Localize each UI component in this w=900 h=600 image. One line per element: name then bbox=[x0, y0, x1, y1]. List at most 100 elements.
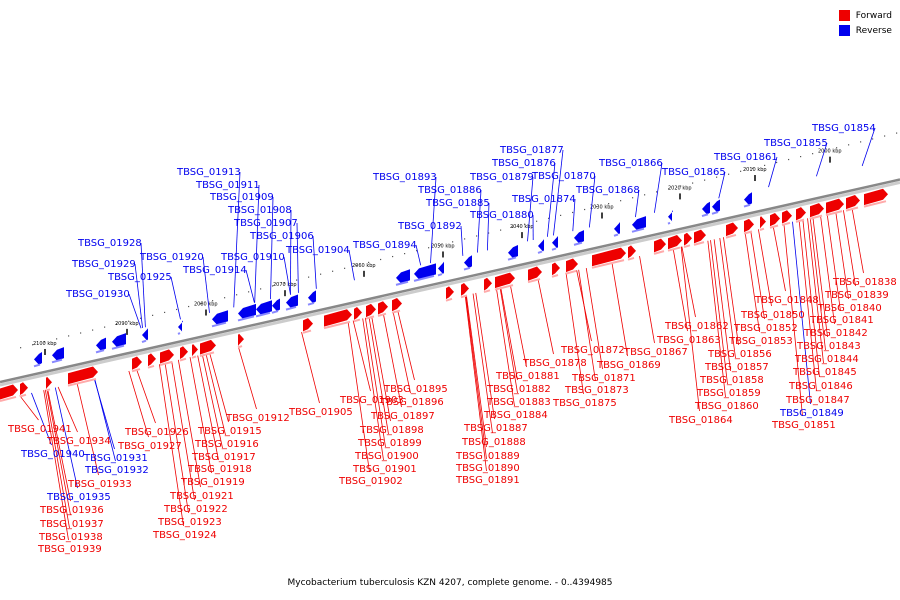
gene-label-tbsg-01903[interactable]: TBSG_01903 bbox=[339, 395, 404, 406]
gene-label-tbsg-01920[interactable]: TBSG_01920 bbox=[139, 252, 204, 263]
gene-label-tbsg-01864[interactable]: TBSG_01864 bbox=[668, 415, 733, 426]
gene-label-tbsg-01855[interactable]: TBSG_01855 bbox=[763, 138, 828, 149]
gene-label-tbsg-01940[interactable]: TBSG_01940 bbox=[20, 449, 85, 460]
gene-label-tbsg-01930[interactable]: TBSG_01930 bbox=[65, 289, 130, 300]
gene-label-tbsg-01928[interactable]: TBSG_01928 bbox=[77, 238, 142, 249]
gene-label-tbsg-01883[interactable]: TBSG_01883 bbox=[486, 397, 551, 408]
gene-label-tbsg-01886[interactable]: TBSG_01886 bbox=[417, 185, 482, 196]
gene-label-tbsg-01853[interactable]: TBSG_01853 bbox=[728, 336, 793, 347]
gene-label-tbsg-01838[interactable]: TBSG_01838 bbox=[832, 277, 897, 288]
gene-label-tbsg-01866[interactable]: TBSG_01866 bbox=[598, 158, 663, 169]
gene-label-tbsg-01861[interactable]: TBSG_01861 bbox=[713, 152, 778, 163]
gene-label-tbsg-01877[interactable]: TBSG_01877 bbox=[499, 145, 564, 156]
gene-label-tbsg-01857[interactable]: TBSG_01857 bbox=[704, 362, 769, 373]
gene-label-tbsg-01904[interactable]: TBSG_01904 bbox=[285, 245, 350, 256]
gene-label-tbsg-01910[interactable]: TBSG_01910 bbox=[220, 252, 285, 263]
gene-label-tbsg-01935[interactable]: TBSG_01935 bbox=[46, 492, 111, 503]
gene-label-tbsg-01887[interactable]: TBSG_01887 bbox=[463, 423, 528, 434]
gene-label-tbsg-01913[interactable]: TBSG_01913 bbox=[176, 167, 241, 178]
gene-label-tbsg-01896[interactable]: TBSG_01896 bbox=[379, 397, 444, 408]
gene-label-tbsg-01918[interactable]: TBSG_01918 bbox=[187, 464, 252, 475]
gene-label-tbsg-01840[interactable]: TBSG_01840 bbox=[817, 303, 882, 314]
gene-label-tbsg-01856[interactable]: TBSG_01856 bbox=[707, 349, 772, 360]
gene-label-tbsg-01848[interactable]: TBSG_01848 bbox=[754, 295, 819, 306]
gene-label-tbsg-01885[interactable]: TBSG_01885 bbox=[425, 198, 490, 209]
gene-label-tbsg-01897[interactable]: TBSG_01897 bbox=[370, 411, 435, 422]
gene-label-tbsg-01908[interactable]: TBSG_01908 bbox=[227, 205, 292, 216]
gene-label-tbsg-01912[interactable]: TBSG_01912 bbox=[225, 413, 290, 424]
gene-label-tbsg-01891[interactable]: TBSG_01891 bbox=[455, 475, 520, 486]
gene-label-tbsg-01906[interactable]: TBSG_01906 bbox=[249, 231, 314, 242]
gene-label-tbsg-01923[interactable]: TBSG_01923 bbox=[157, 517, 222, 528]
gene-label-tbsg-01898[interactable]: TBSG_01898 bbox=[359, 425, 424, 436]
gene-label-tbsg-01845[interactable]: TBSG_01845 bbox=[792, 367, 857, 378]
gene-label-tbsg-01876[interactable]: TBSG_01876 bbox=[491, 158, 556, 169]
gene-label-tbsg-01936[interactable]: TBSG_01936 bbox=[39, 505, 104, 516]
gene-label-tbsg-01842[interactable]: TBSG_01842 bbox=[803, 328, 868, 339]
gene-label-tbsg-01922[interactable]: TBSG_01922 bbox=[163, 504, 228, 515]
gene-label-tbsg-01859[interactable]: TBSG_01859 bbox=[696, 388, 761, 399]
gene-label-tbsg-01895[interactable]: TBSG_01895 bbox=[383, 384, 448, 395]
gene-label-tbsg-01890[interactable]: TBSG_01890 bbox=[455, 463, 520, 474]
gene-label-tbsg-01917[interactable]: TBSG_01917 bbox=[191, 452, 256, 463]
gene-label-tbsg-01919[interactable]: TBSG_01919 bbox=[180, 477, 245, 488]
gene-label-tbsg-01932[interactable]: TBSG_01932 bbox=[84, 465, 149, 476]
gene-label-tbsg-01865[interactable]: TBSG_01865 bbox=[661, 167, 726, 178]
gene-label-tbsg-01875[interactable]: TBSG_01875 bbox=[552, 398, 617, 409]
gene-label-tbsg-01882[interactable]: TBSG_01882 bbox=[486, 384, 551, 395]
gene-label-tbsg-01902[interactable]: TBSG_01902 bbox=[338, 476, 403, 487]
gene-label-tbsg-01924[interactable]: TBSG_01924 bbox=[152, 530, 217, 541]
gene-label-tbsg-01852[interactable]: TBSG_01852 bbox=[733, 323, 798, 334]
gene-label-tbsg-01846[interactable]: TBSG_01846 bbox=[788, 381, 853, 392]
gene-label-tbsg-01867[interactable]: TBSG_01867 bbox=[623, 347, 688, 358]
gene-label-tbsg-01927[interactable]: TBSG_01927 bbox=[117, 441, 182, 452]
gene-label-tbsg-01901[interactable]: TBSG_01901 bbox=[352, 464, 417, 475]
gene-label-tbsg-01881[interactable]: TBSG_01881 bbox=[495, 371, 560, 382]
gene-label-tbsg-01849[interactable]: TBSG_01849 bbox=[779, 408, 844, 419]
gene-label-tbsg-01921[interactable]: TBSG_01921 bbox=[169, 491, 234, 502]
gene-label-tbsg-01931[interactable]: TBSG_01931 bbox=[83, 453, 148, 464]
gene-label-tbsg-01915[interactable]: TBSG_01915 bbox=[197, 426, 262, 437]
gene-label-tbsg-01850[interactable]: TBSG_01850 bbox=[740, 310, 805, 321]
gene-label-tbsg-01871[interactable]: TBSG_01871 bbox=[571, 373, 636, 384]
gene-label-tbsg-01916[interactable]: TBSG_01916 bbox=[194, 439, 259, 450]
gene-label-tbsg-01847[interactable]: TBSG_01847 bbox=[785, 395, 850, 406]
gene-label-tbsg-01844[interactable]: TBSG_01844 bbox=[794, 354, 859, 365]
gene-label-tbsg-01925[interactable]: TBSG_01925 bbox=[107, 272, 172, 283]
gene-label-tbsg-01858[interactable]: TBSG_01858 bbox=[699, 375, 764, 386]
gene-label-tbsg-01839[interactable]: TBSG_01839 bbox=[824, 290, 889, 301]
gene-label-tbsg-01868[interactable]: TBSG_01868 bbox=[575, 185, 640, 196]
gene-label-tbsg-01894[interactable]: TBSG_01894 bbox=[352, 240, 417, 251]
gene-label-tbsg-01862[interactable]: TBSG_01862 bbox=[664, 321, 729, 332]
gene-label-tbsg-01900[interactable]: TBSG_01900 bbox=[354, 451, 419, 462]
gene-label-tbsg-01889[interactable]: TBSG_01889 bbox=[455, 451, 520, 462]
gene-label-tbsg-01869[interactable]: TBSG_01869 bbox=[596, 360, 661, 371]
gene-label-tbsg-01843[interactable]: TBSG_01843 bbox=[796, 341, 861, 352]
gene-label-tbsg-01926[interactable]: TBSG_01926 bbox=[124, 427, 189, 438]
gene-label-tbsg-01873[interactable]: TBSG_01873 bbox=[564, 385, 629, 396]
gene-label-tbsg-01854[interactable]: TBSG_01854 bbox=[811, 123, 876, 134]
gene-label-tbsg-01874[interactable]: TBSG_01874 bbox=[511, 194, 576, 205]
gene-label-tbsg-01872[interactable]: TBSG_01872 bbox=[560, 345, 625, 356]
gene-label-tbsg-01905[interactable]: TBSG_01905 bbox=[288, 407, 353, 418]
gene-label-tbsg-01893[interactable]: TBSG_01893 bbox=[372, 172, 437, 183]
gene-label-tbsg-01933[interactable]: TBSG_01933 bbox=[67, 479, 132, 490]
gene-label-tbsg-01888[interactable]: TBSG_01888 bbox=[461, 437, 526, 448]
gene-label-tbsg-01937[interactable]: TBSG_01937 bbox=[39, 519, 104, 530]
gene-label-tbsg-01841[interactable]: TBSG_01841 bbox=[809, 315, 874, 326]
gene-label-tbsg-01860[interactable]: TBSG_01860 bbox=[694, 401, 759, 412]
gene-label-tbsg-01880[interactable]: TBSG_01880 bbox=[469, 210, 534, 221]
gene-label-tbsg-01929[interactable]: TBSG_01929 bbox=[71, 259, 136, 270]
gene-label-tbsg-01892[interactable]: TBSG_01892 bbox=[397, 221, 462, 232]
gene-label-tbsg-01914[interactable]: TBSG_01914 bbox=[182, 265, 247, 276]
gene-label-tbsg-01870[interactable]: TBSG_01870 bbox=[531, 171, 596, 182]
gene-label-tbsg-01934[interactable]: TBSG_01934 bbox=[46, 436, 111, 447]
gene-label-tbsg-01878[interactable]: TBSG_01878 bbox=[522, 358, 587, 369]
gene-label-tbsg-01851[interactable]: TBSG_01851 bbox=[771, 420, 836, 431]
gene-label-tbsg-01909[interactable]: TBSG_01909 bbox=[209, 192, 274, 203]
gene-label-tbsg-01884[interactable]: TBSG_01884 bbox=[483, 410, 548, 421]
gene-label-tbsg-01911[interactable]: TBSG_01911 bbox=[195, 180, 260, 191]
gene-label-tbsg-01939[interactable]: TBSG_01939 bbox=[37, 544, 102, 555]
gene-label-tbsg-01938[interactable]: TBSG_01938 bbox=[38, 532, 103, 543]
gene-label-tbsg-01941[interactable]: TBSG_01941 bbox=[7, 424, 72, 435]
